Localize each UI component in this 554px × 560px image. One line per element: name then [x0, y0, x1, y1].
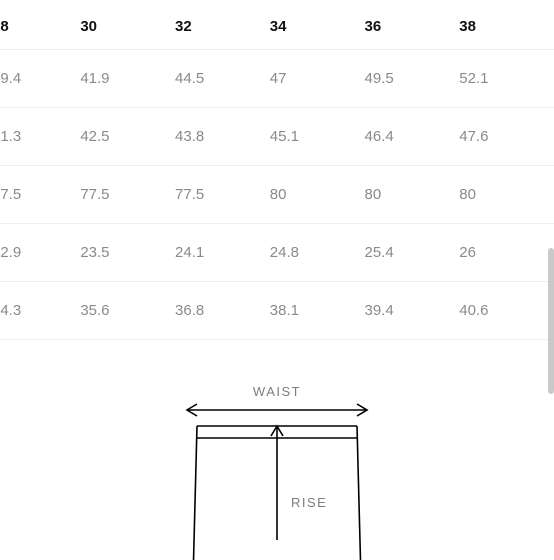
- table-cell: 77.5: [0, 166, 72, 224]
- table-cell: 46.4: [365, 108, 460, 166]
- table-cell: 39.4: [365, 282, 460, 340]
- measurement-diagram: WAIST RISE: [0, 380, 554, 560]
- col-header: 34: [270, 18, 365, 50]
- table-cell: 23.5: [80, 224, 175, 282]
- table-cell: 80: [270, 166, 365, 224]
- pants-left-line: [193, 426, 197, 560]
- table-cell: 80: [459, 166, 554, 224]
- table-cell: 22.9: [0, 224, 72, 282]
- table-cell: 77.5: [80, 166, 175, 224]
- table-cell: 52.1: [459, 50, 554, 108]
- table-cell: 80: [365, 166, 460, 224]
- scrollbar-thumb[interactable]: [548, 248, 554, 394]
- table-cell: 34.3: [0, 282, 72, 340]
- table-cell: 36.8: [175, 282, 270, 340]
- col-header: 30: [80, 18, 175, 50]
- table-cell: 77.5: [175, 166, 270, 224]
- col-header: 28: [0, 18, 72, 50]
- table-cell: 49.5: [365, 50, 460, 108]
- table-cell: 39.4: [0, 50, 72, 108]
- size-table: 283032343638 39.441.944.54749.552.141.34…: [0, 18, 554, 340]
- table-cell: 47.6: [459, 108, 554, 166]
- table-row: 41.342.543.845.146.447.6: [0, 108, 554, 166]
- table-cell: 26: [459, 224, 554, 282]
- table-row: 39.441.944.54749.552.1: [0, 50, 554, 108]
- table-cell: 45.1: [270, 108, 365, 166]
- col-header: 36: [365, 18, 460, 50]
- table-cell: 35.6: [80, 282, 175, 340]
- table-row: 22.923.524.124.825.426: [0, 224, 554, 282]
- pants-right-line: [357, 426, 361, 560]
- table-cell: 41.9: [80, 50, 175, 108]
- table-cell: 38.1: [270, 282, 365, 340]
- table-cell: 47: [270, 50, 365, 108]
- rise-label: RISE: [291, 495, 327, 510]
- col-header: 38: [459, 18, 554, 50]
- table-row: 77.577.577.5808080: [0, 166, 554, 224]
- table-cell: 44.5: [175, 50, 270, 108]
- table-cell: 25.4: [365, 224, 460, 282]
- table-cell: 42.5: [80, 108, 175, 166]
- table-cell: 43.8: [175, 108, 270, 166]
- size-table-wrap: 283032343638 39.441.944.54749.552.141.34…: [0, 0, 554, 340]
- waist-label: WAIST: [253, 384, 301, 399]
- table-header-row: 283032343638: [0, 18, 554, 50]
- table-cell: 40.6: [459, 282, 554, 340]
- col-header: 32: [175, 18, 270, 50]
- table-cell: 24.8: [270, 224, 365, 282]
- table-cell: 24.1: [175, 224, 270, 282]
- table-cell: 41.3: [0, 108, 72, 166]
- table-row: 34.335.636.838.139.440.6: [0, 282, 554, 340]
